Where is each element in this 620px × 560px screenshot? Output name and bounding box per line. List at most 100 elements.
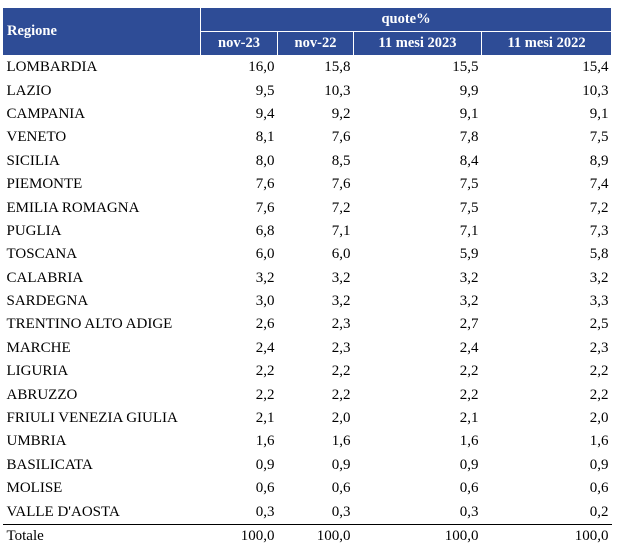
region-name: FRIULI VENEZIA GIULIA [6,410,178,427]
region-name: LOMBARDIA [6,59,98,76]
value-cell: 0,3 [331,503,351,520]
value-cell: 2,2 [589,386,609,403]
value-cell: 7,6 [331,129,351,146]
region-name: LAZIO [6,82,52,99]
value-cell: 0,9 [589,456,609,473]
value-cell: 3,2 [459,293,479,310]
value-cell: 1,6 [255,433,275,450]
value-cell: 2,1 [459,410,479,427]
region-name: SICILIA [6,152,60,169]
table-row: VALLE D'AOSTA 0,3 0,3 0,3 0,2 [3,500,612,524]
table-row: LIGURIA 2,2 2,2 2,2 2,2 [3,360,612,383]
region-name: UMBRIA [6,433,67,450]
value-cell: 8,0 [255,152,275,169]
value-cell: 100,0 [353,523,482,549]
value-cell: 2,1 [255,410,275,427]
value-cell: 3,0 [255,293,275,310]
value-cell: 1,6 [589,433,609,450]
value-cell: 100,0 [277,523,354,549]
region-name: PIEMONTE [6,176,83,193]
value-cell: 2,3 [331,316,351,333]
value-cell: 8,1 [255,129,275,146]
value-cell: 5,8 [589,246,609,263]
value-cell: 3,2 [331,293,351,310]
region-name: PUGLIA [6,222,62,239]
value-cell: 10,3 [324,82,351,99]
value-cell: 100,0 [200,523,278,549]
table-row: ABRUZZO 2,2 2,2 2,2 2,2 [3,383,612,406]
value-cell: 7,4 [589,176,609,193]
value-cell: 7,5 [589,129,609,146]
value-cell: 15,5 [452,59,479,76]
region-column-header: Regione [2,7,201,56]
column-header-11-mesi-2023: 11 mesi 2023 [353,31,482,56]
value-cell: 7,6 [255,176,275,193]
value-cell: 2,0 [589,410,609,427]
column-header-nov-23: nov-23 [200,31,278,56]
value-cell: 6,0 [255,246,275,263]
value-cell: 3,2 [255,269,275,286]
value-cell: 8,9 [589,152,609,169]
value-cell: 9,9 [459,82,479,99]
value-cell: 0,6 [331,480,351,497]
value-cell: 2,2 [459,363,479,380]
region-name: TRENTINO ALTO ADIGE [6,316,173,333]
value-cell: 7,2 [331,199,351,216]
value-cell: 0,9 [459,456,479,473]
column-header-nov-22: nov-22 [277,31,354,56]
table-row: EMILIA ROMAGNA 7,6 7,2 7,5 7,2 [3,196,612,219]
total-row: Totale 100,0 100,0 100,0 100,0 [2,523,612,549]
column-header-11-mesi-2022: 11 mesi 2022 [480,31,613,56]
region-name: CALABRIA [6,269,84,286]
region-name: MOLISE [6,480,63,497]
value-cell: 7,2 [589,199,609,216]
value-cell: 2,7 [459,316,479,333]
value-cell: 7,6 [331,176,351,193]
region-name: ABRUZZO [6,386,78,403]
table-row: SARDEGNA 3,0 3,2 3,2 3,3 [3,290,612,313]
value-cell: 2,2 [589,363,609,380]
value-cell: 6,8 [255,222,275,239]
regional-share-table: Regione quote% nov-23 nov-22 11 mesi 202… [2,7,613,549]
value-cell: 1,6 [331,433,351,450]
region-name: BASILICATA [6,456,93,473]
value-cell: 0,9 [255,456,275,473]
region-name: EMILIA ROMAGNA [6,199,140,216]
region-name: MARCHE [6,339,71,356]
value-cell: 2,3 [589,339,609,356]
table-row: CALABRIA 3,2 3,2 3,2 3,2 [3,267,612,290]
value-cell: 16,0 [248,59,275,76]
value-cell: 2,2 [331,363,351,380]
value-cell: 10,3 [582,82,609,99]
value-cell: 3,3 [589,293,609,310]
table-row: TRENTINO ALTO ADIGE 2,6 2,3 2,7 2,5 [3,313,612,336]
value-cell: 0,2 [589,503,609,520]
value-cell: 15,8 [324,59,351,76]
value-cell: 5,9 [459,246,479,263]
value-cell: 7,5 [459,199,479,216]
value-cell: 0,9 [331,456,351,473]
value-cell: 2,4 [255,339,275,356]
region-name: CAMPANIA [6,105,86,122]
value-cell: 8,4 [459,152,479,169]
value-cell: 7,8 [459,129,479,146]
value-cell: 9,5 [255,82,275,99]
table-row: TOSCANA 6,0 6,0 5,9 5,8 [3,243,612,266]
value-cell: 7,5 [459,176,479,193]
region-name: VENETO [6,129,67,146]
value-cell: 9,2 [331,105,351,122]
table-row: CAMPANIA 9,4 9,2 9,1 9,1 [3,103,612,126]
value-cell: 0,6 [589,480,609,497]
value-cell: 2,2 [255,386,275,403]
table-header: Regione quote% nov-23 nov-22 11 mesi 202… [2,7,613,56]
table-row: PUGLIA 6,8 7,1 7,1 7,3 [3,220,612,243]
region-name: SARDEGNA [6,293,89,310]
value-cell: 7,3 [589,222,609,239]
table-row: VENETO 8,1 7,6 7,8 7,5 [3,126,612,149]
value-cell: 8,5 [331,152,351,169]
value-cell: 2,3 [331,339,351,356]
region-name: TOSCANA [6,246,78,263]
value-cell: 7,6 [255,199,275,216]
table-body: LOMBARDIA 16,0 15,8 15,5 15,4 LAZIO 9,5 10,3 9,9… [2,56,612,549]
total-label: Totale [2,523,201,549]
